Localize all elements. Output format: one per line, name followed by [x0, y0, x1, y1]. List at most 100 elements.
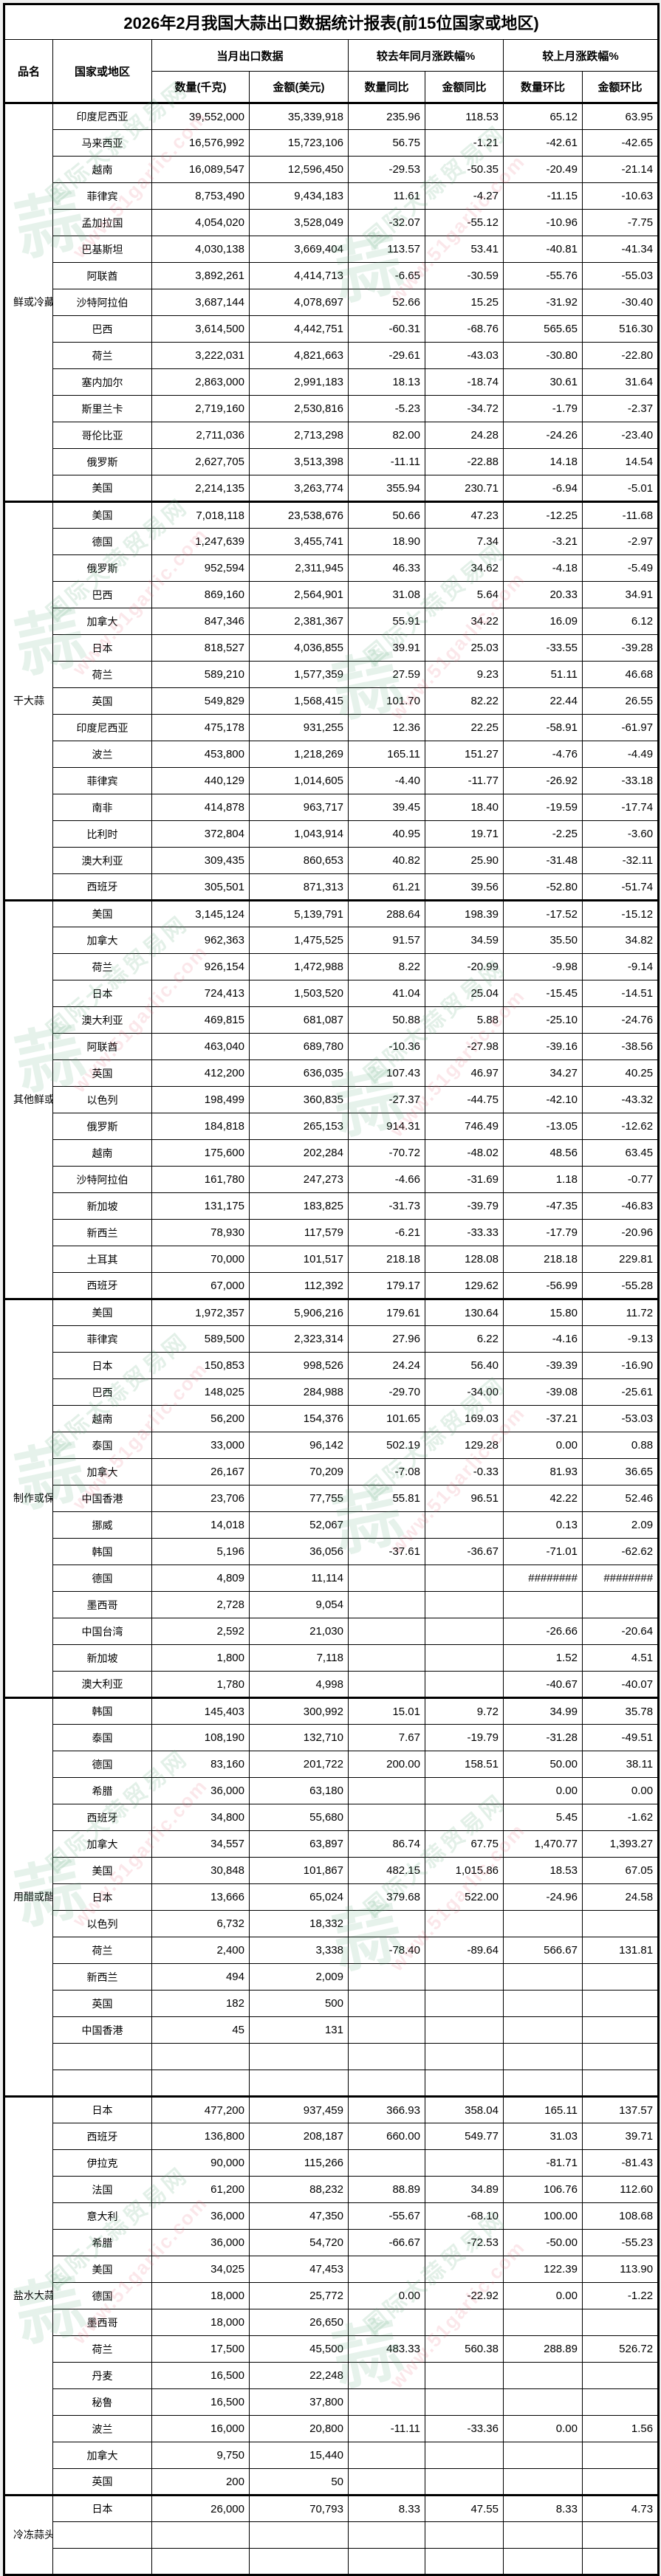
value-cell: 45,500 [249, 2335, 349, 2363]
value-cell: -3.21 [503, 528, 583, 555]
value-cell: 5,196 [151, 1538, 250, 1565]
value-cell: 47.55 [425, 2494, 504, 2522]
value-cell: 22.25 [425, 714, 504, 741]
value-cell: 18.13 [348, 368, 425, 396]
country-cell: 泰国 [52, 1432, 152, 1459]
value-cell: 16,500 [151, 2362, 250, 2389]
value-cell: 201,722 [249, 1751, 349, 1778]
value-cell: 469,815 [151, 1006, 250, 1034]
country-cell: 新加坡 [52, 1192, 152, 1220]
table-row: 土耳其 70,000 101,517 218.18 128.08 218.18 229.81 [4, 1246, 660, 1273]
value-cell: 2,991,183 [249, 368, 349, 396]
value-cell: 17,500 [151, 2335, 250, 2363]
value-cell [348, 2149, 425, 2177]
value-cell: -18.74 [425, 368, 504, 396]
value-cell: 16,000 [151, 2415, 250, 2442]
table-row: 韩国 5,196 36,056 -37.61 -36.67 -71.01 -62.62 [4, 1538, 660, 1565]
value-cell: 1,577,359 [249, 661, 349, 688]
country-cell: 德国 [52, 1565, 152, 1592]
table-row: 荷兰 17,500 45,500 483.33 560.38 288.89 526.72 [4, 2335, 660, 2363]
value-cell: -29.53 [348, 156, 425, 183]
country-cell: 阿联酋 [52, 1033, 152, 1060]
country-cell: 美国 [52, 2256, 152, 2283]
value-cell [151, 2043, 250, 2070]
value-cell: -4.66 [348, 1166, 425, 1193]
table-row: 塞内加尔 2,863,000 2,991,183 18.13 -18.74 30.61 31… [4, 368, 660, 396]
value-cell: -11.11 [348, 448, 425, 475]
value-cell: 38.11 [581, 1751, 660, 1778]
table-row: 沙特阿拉伯 161,780 247,273 -4.66 -31.69 1.18 -0.77 [4, 1166, 660, 1193]
country-cell: 法国 [52, 2176, 152, 2203]
table-row: 以色列 6,732 18,332 [4, 1910, 660, 1937]
value-cell: -2.37 [581, 395, 660, 422]
country-cell: 希腊 [52, 2229, 152, 2256]
value-cell: -22.92 [425, 2282, 504, 2309]
value-cell: -11.68 [581, 501, 660, 529]
value-cell: -33.33 [425, 1219, 504, 1246]
value-cell: 6,732 [151, 1910, 250, 1937]
value-cell: 3,687,144 [151, 289, 250, 316]
value-cell: 3,614,500 [151, 315, 250, 343]
value-cell: 34,800 [151, 1804, 250, 1831]
value-cell: 26,650 [249, 2309, 349, 2336]
value-cell: -25.61 [581, 1378, 660, 1406]
value-cell: 39.71 [581, 2123, 660, 2150]
value-cell: 937,459 [249, 2095, 349, 2123]
value-cell: 1,475,525 [249, 927, 349, 954]
value-cell [425, 2362, 504, 2389]
value-cell: 6.12 [581, 608, 660, 635]
value-cell [581, 2468, 660, 2496]
table-row: 新加坡 131,175 183,825 -31.73 -39.79 -47.35 -46.8… [4, 1192, 660, 1220]
value-cell: -4.16 [503, 1325, 583, 1353]
table-row: 阿联酋 3,892,261 4,414,713 -6.65 -30.59 -55.76 -5… [4, 262, 660, 289]
country-cell: 比利时 [52, 820, 152, 848]
value-cell: 179.61 [348, 1298, 425, 1326]
value-cell: 67.05 [581, 1857, 660, 1884]
table-row: 加拿大 847,346 2,381,367 55.91 34.22 16.09 6.12 [4, 608, 660, 635]
value-cell [581, 1963, 660, 1991]
value-cell: 34.62 [425, 554, 504, 582]
value-cell [581, 2043, 660, 2070]
country-cell: 菲律宾 [52, 767, 152, 794]
value-cell: 56.40 [425, 1352, 504, 1379]
value-cell: 46.68 [581, 661, 660, 688]
table-row: 日本 818,527 4,036,855 39.91 25.03 -33.55 -39.28 [4, 634, 660, 662]
value-cell: -7.75 [581, 209, 660, 236]
value-cell: 158.51 [425, 1751, 504, 1778]
country-cell: 沙特阿拉伯 [52, 289, 152, 316]
table-row: 法国 61,200 88,232 88.89 34.89 106.76 112.60 [4, 2176, 660, 2203]
value-cell: 1,218,269 [249, 741, 349, 768]
value-cell [425, 1777, 504, 1804]
column-header-amount: 金额(美元) [249, 71, 349, 104]
value-cell: 305,501 [151, 873, 250, 901]
value-cell: 112,392 [249, 1272, 349, 1299]
value-cell: 0.00 [503, 1777, 583, 1804]
value-cell: 2,381,367 [249, 608, 349, 635]
table-row: 越南 56,200 154,376 101.65 169.03 -37.21 -53.03 [4, 1405, 660, 1432]
value-cell: -15.12 [581, 899, 660, 927]
value-cell: 169.03 [425, 1405, 504, 1432]
value-cell: -29.70 [348, 1378, 425, 1406]
country-cell: 澳大利亚 [52, 1006, 152, 1034]
value-cell: -39.28 [581, 634, 660, 662]
value-cell: -52.80 [503, 873, 583, 901]
value-cell: -38.56 [581, 1033, 660, 1060]
value-cell: 746.49 [425, 1113, 504, 1140]
value-cell: 101,517 [249, 1246, 349, 1273]
country-cell: 英国 [52, 687, 152, 715]
country-cell: 荷兰 [52, 2335, 152, 2363]
value-cell: -33.18 [581, 767, 660, 794]
title-row: 2026年2月我国大蒜出口数据统计报表(前15位国家或地区) [3, 4, 660, 40]
value-cell: -1.79 [503, 395, 583, 422]
value-cell: 247,273 [249, 1166, 349, 1193]
table-row: 沙特阿拉伯 3,687,144 4,078,697 52.66 15.25 -31.92-… [4, 289, 660, 316]
value-cell: 145,403 [151, 1697, 250, 1725]
value-cell: 360,835 [249, 1086, 349, 1113]
product-category-cell: 用醋或醋酸制作或保藏的大蒜 [4, 1697, 53, 2097]
table-row: 德国 1,247,639 3,455,741 18.90 7.34 -3.21 -2.97 [4, 528, 660, 555]
value-cell: 229.81 [581, 1246, 660, 1273]
table-row: 墨西哥 2,728 9,054 [4, 1591, 660, 1618]
table-row: 新西兰 494 2,009 [4, 1963, 660, 1991]
value-cell [425, 1591, 504, 1618]
value-cell [348, 2362, 425, 2389]
